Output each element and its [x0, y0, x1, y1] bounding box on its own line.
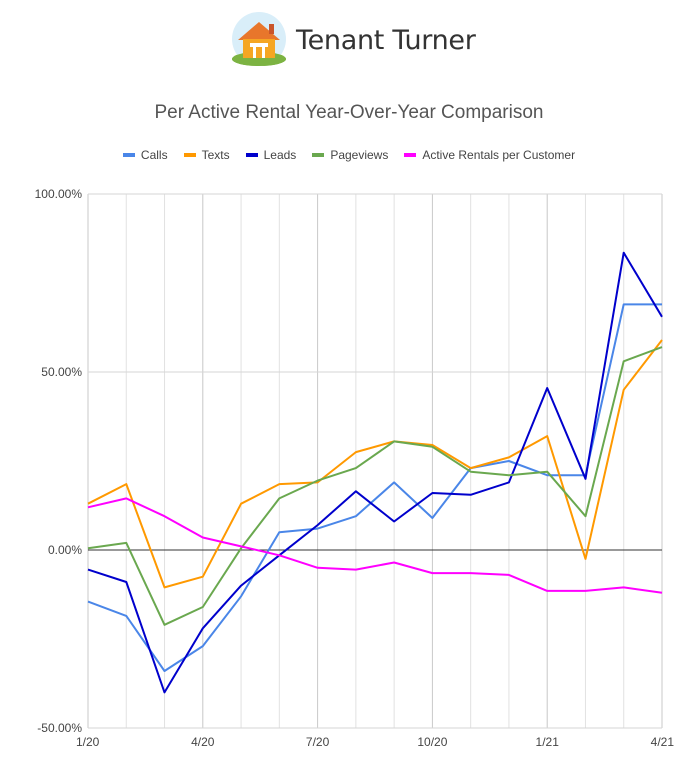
x-tick-label: 10/20 — [417, 735, 447, 749]
series-line-leads — [87, 251, 663, 694]
x-tick-label: 4/21 — [651, 735, 675, 749]
legend-label: Active Rentals per Customer — [422, 148, 576, 162]
brand-name: Tenant Turner — [296, 24, 476, 56]
legend-item-texts: Texts — [183, 148, 230, 162]
legend-label: Texts — [201, 148, 230, 162]
x-tick-label: 7/20 — [306, 735, 330, 749]
x-tick-label: 1/20 — [76, 735, 100, 749]
legend-label: Pageviews — [330, 148, 389, 162]
legend-item-active-rentals-per-customer: Active Rentals per Customer — [404, 148, 575, 162]
y-tick-label: 50.00% — [41, 365, 82, 379]
chart-title: Per Active Rental Year-Over-Year Compari… — [154, 102, 544, 123]
legend-swatch — [122, 153, 135, 157]
series-line-active-rentals-per-customer — [87, 497, 663, 594]
chart-legend: Calls Texts Leads Pageviews Active Rentals p… — [0, 148, 698, 162]
x-tick-label: 4/20 — [191, 735, 215, 749]
series-line-calls — [87, 303, 662, 672]
legend-item-calls: Calls — [122, 148, 168, 162]
legend-swatch — [312, 153, 325, 157]
series-line-texts — [87, 339, 663, 589]
y-tick-label: 100.00% — [35, 187, 83, 201]
legend-swatch — [245, 153, 258, 157]
legend-item-leads: Leads — [245, 148, 297, 162]
legend-swatch — [404, 153, 417, 157]
x-tick-label: 1/21 — [536, 735, 560, 749]
legend-item-pageviews: Pageviews — [312, 148, 388, 162]
y-tick-label: -50.00% — [37, 721, 82, 735]
y-tick-label: 0.00% — [48, 543, 82, 557]
house-logo-icon — [232, 12, 286, 66]
legend-swatch — [183, 153, 196, 157]
series-line-pageviews — [87, 346, 663, 626]
legend-label: Leads — [263, 148, 297, 162]
tenant-turner-logo: Tenant Turner — [230, 12, 476, 68]
legend-label: Calls — [140, 148, 168, 162]
